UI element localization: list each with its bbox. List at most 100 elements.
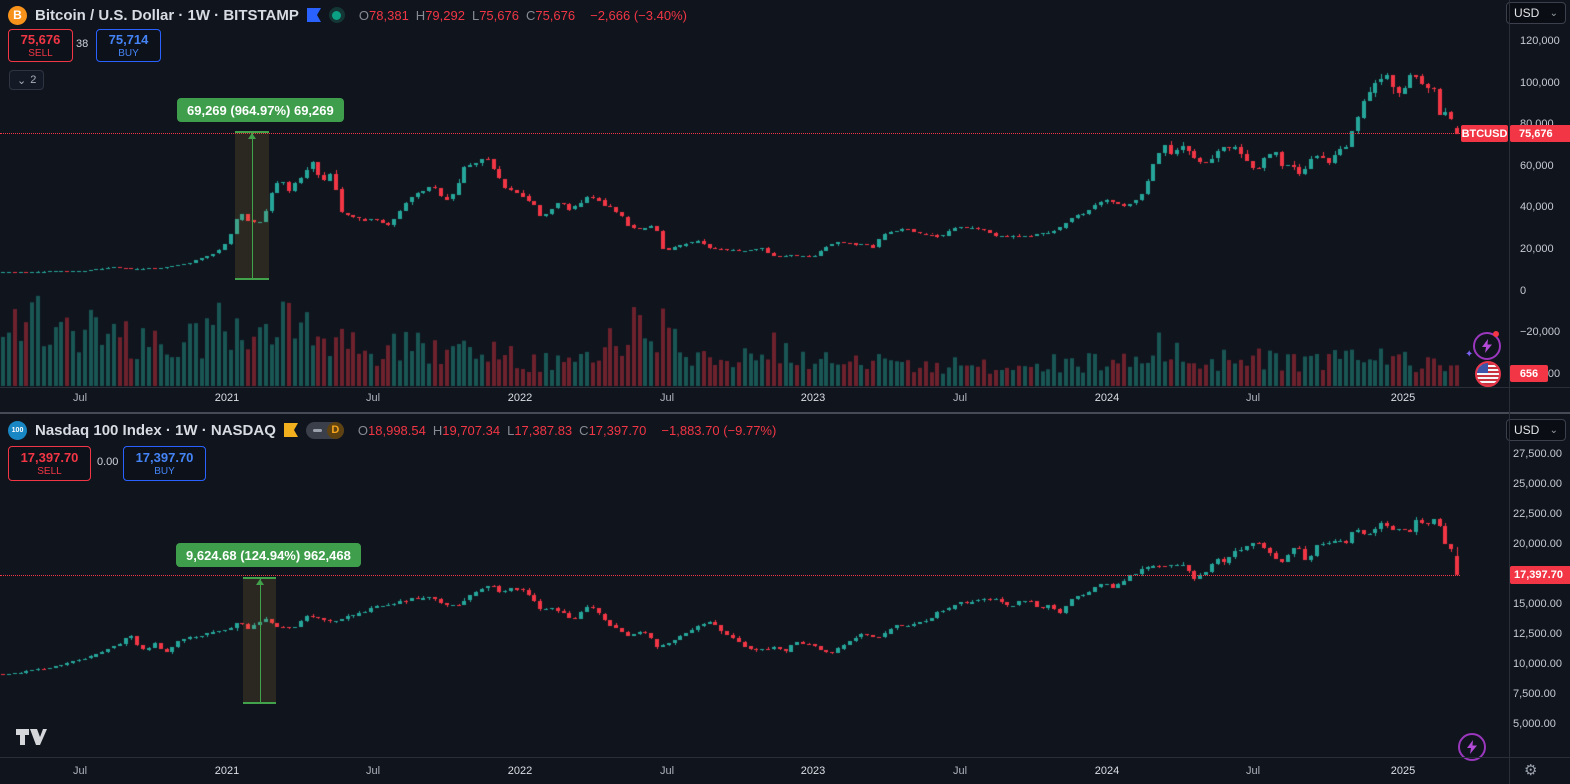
price-tick-label: 12,500.00 — [1513, 627, 1562, 640]
price-tick-label: 60,000 — [1520, 159, 1554, 172]
btc-header: B Bitcoin / U.S. Dollar · 1W · BITSTAMP … — [8, 4, 687, 26]
ndx-chart-canvas[interactable] — [0, 414, 1460, 757]
btc-sell-button[interactable]: 75,676 SELL — [8, 29, 73, 62]
btc-buy-button[interactable]: 75,714 BUY — [96, 29, 161, 62]
time-tick-label: Jul — [952, 765, 968, 777]
ndx-price-range-tool[interactable] — [243, 577, 276, 704]
ndx-ohlc-values: O 18,998.54 H 19,707.34 L 17,387.83 C 17,397… — [357, 422, 647, 438]
price-tick-label: 10,000.00 — [1513, 657, 1562, 670]
btc-price-axis-badge: 75,676 — [1510, 125, 1570, 142]
measure-arrow-up-icon — [248, 133, 256, 139]
measure-vertical-line — [252, 133, 253, 278]
sell-price: 75,676 — [20, 31, 61, 47]
ndx-buy-button[interactable]: 17,397.70 BUY — [123, 446, 206, 481]
delayed-dash-icon — [312, 428, 322, 432]
measure-vertical-line — [259, 579, 261, 702]
price-tick-label: 22,500.00 — [1513, 507, 1562, 520]
measure-arrow-up-icon — [255, 579, 264, 585]
buy-price: 75,714 — [108, 31, 149, 47]
price-tick-label: 25,000.00 — [1513, 477, 1562, 490]
tradingview-logo[interactable] — [14, 727, 48, 752]
btc-change: −2,666 (−3.40%) — [590, 7, 687, 23]
buy-price: 17,397.70 — [135, 449, 194, 465]
news-event-icon[interactable] — [1458, 733, 1486, 761]
price-tick-label: 40,000 — [1520, 201, 1554, 214]
time-tick-label: 2024 — [1094, 765, 1120, 777]
time-tick-label: Jul — [659, 392, 675, 404]
btc-ohlc-values: O 78,381 H 79,292 L 75,676 C 75,676 — [358, 7, 576, 23]
ndx-header: 100 Nasdaq 100 Index · 1W · NASDAQ D O 18… — [8, 419, 776, 441]
price-tick-label: 15,000.00 — [1513, 597, 1562, 610]
bitcoin-icon: B — [8, 5, 27, 25]
panel-resize-handle[interactable] — [0, 412, 1570, 414]
time-tick-label: Jul — [1245, 392, 1261, 404]
time-tick-label: 2021 — [214, 392, 240, 404]
time-tick-label: 2023 — [800, 765, 826, 777]
news-event-icon[interactable] — [1473, 332, 1501, 360]
flag-icon[interactable] — [306, 8, 321, 22]
price-tick-label: 100,000 — [1520, 76, 1560, 89]
notification-dot-icon — [1493, 331, 1499, 337]
price-tick-label: 0 — [1520, 284, 1527, 297]
time-tick-label: Jul — [365, 765, 381, 777]
buy-label: BUY — [154, 465, 175, 477]
time-tick-label: Jul — [72, 765, 88, 777]
currency-label: USD — [1514, 423, 1540, 437]
btc-symbol-title[interactable]: Bitcoin / U.S. Dollar · 1W · BITSTAMP — [35, 6, 299, 24]
time-tick-label: 2023 — [800, 392, 826, 404]
price-tick-label: 7,500.00 — [1513, 687, 1556, 700]
ndx-measure-label: 9,624.68 (124.94%) 962,468 — [176, 543, 361, 567]
ndx-spread: 0.00 — [97, 456, 119, 468]
us-economic-event-icon[interactable] — [1475, 361, 1501, 387]
btc-volume-badge: 656 — [1510, 365, 1548, 382]
nasdaq-100-icon: 100 — [8, 420, 27, 440]
object-tree-chip[interactable]: ⌄ 2 — [9, 70, 45, 90]
btc-current-price-line — [0, 133, 1460, 134]
chevron-down-icon: ⌄ — [1549, 7, 1558, 19]
market-status-icon — [328, 7, 345, 23]
btc-price-range-tool[interactable] — [235, 131, 269, 280]
price-tick-label: 27,500.00 — [1513, 447, 1562, 460]
sell-label: SELL — [37, 465, 62, 477]
time-tick-label: Jul — [952, 392, 968, 404]
price-tick-label: −20,000 — [1520, 326, 1561, 339]
settings-gear-icon[interactable]: ⚙ — [1524, 762, 1538, 779]
time-tick-label: Jul — [1245, 765, 1261, 777]
ndx-sell-button[interactable]: 17,397.70 SELL — [8, 446, 91, 481]
sell-price: 17,397.70 — [20, 449, 79, 465]
chevron-down-icon: ⌄ — [17, 74, 27, 87]
price-tick-label: 20,000 — [1520, 242, 1554, 255]
ndx-change: −1,883.70 (−9.77%) — [661, 422, 777, 438]
time-tick-label: Jul — [365, 392, 381, 404]
buy-label: BUY — [118, 47, 139, 59]
delayed-data-indicator[interactable]: D — [305, 421, 344, 439]
time-tick-label: 2025 — [1390, 392, 1416, 404]
ndx-symbol-title[interactable]: Nasdaq 100 Index · 1W · NASDAQ — [35, 421, 276, 439]
ndx-current-price-line — [0, 575, 1460, 576]
btc-symbol-badge: BTCUSD — [1461, 125, 1508, 142]
time-tick-label: 2022 — [507, 392, 533, 404]
ndx-currency-dropdown[interactable]: USD ⌄ — [1506, 419, 1566, 441]
ndx-price-axis-badge: 17,397.70 — [1510, 566, 1570, 584]
btc-measure-label: 69,269 (964.97%) 69,269 — [177, 98, 344, 122]
flag-icon[interactable] — [283, 423, 298, 437]
sell-label: SELL — [28, 47, 53, 59]
price-tick-label: 20,000.00 — [1513, 537, 1562, 550]
time-tick-label: 2022 — [507, 765, 533, 777]
currency-label: USD — [1514, 6, 1540, 20]
sparkle-icon: ✦ — [1465, 349, 1474, 360]
time-tick-label: Jul — [72, 392, 88, 404]
chevron-down-icon: ⌄ — [1549, 424, 1558, 436]
time-tick-label: 2025 — [1390, 765, 1416, 777]
time-tick-label: 2021 — [214, 765, 240, 777]
time-tick-label: Jul — [659, 765, 675, 777]
btc-currency-dropdown[interactable]: USD ⌄ — [1506, 2, 1566, 24]
btc-chart-canvas[interactable] — [0, 0, 1460, 387]
object-count: 2 — [30, 74, 37, 86]
btc-spread: 38 — [76, 38, 89, 50]
price-tick-label: 5,000.00 — [1513, 717, 1556, 730]
time-tick-label: 2024 — [1094, 392, 1120, 404]
delayed-d-icon: D — [326, 421, 344, 439]
price-tick-label: 120,000 — [1520, 35, 1560, 48]
